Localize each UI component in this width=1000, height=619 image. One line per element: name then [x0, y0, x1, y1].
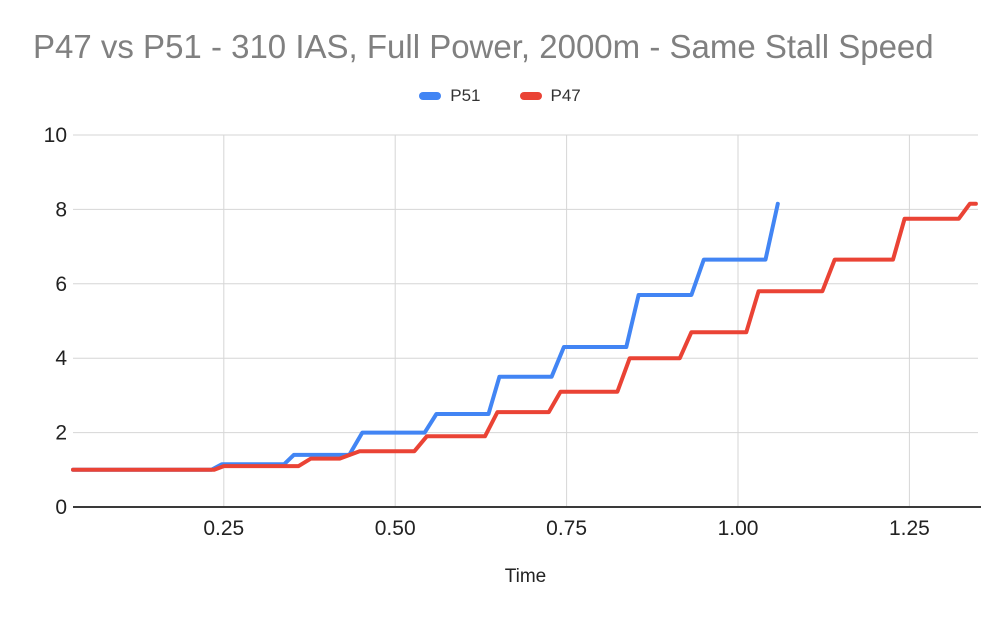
x-tick-label: 0.75 [546, 517, 587, 540]
series-line-p47[interactable] [71, 201, 978, 472]
y-tick-label: 8 [55, 198, 67, 221]
legend-item-p47[interactable]: P47 [519, 86, 581, 105]
y-tick-label: 4 [55, 347, 67, 370]
legend-item-p51[interactable]: P51 [419, 86, 481, 105]
y-tick-label: 6 [55, 273, 67, 296]
x-axis-title: Time [504, 566, 547, 587]
x-tick-label: 1.25 [889, 517, 930, 540]
legend-label-p47: P47 [550, 86, 581, 105]
p51-series-swatch-icon [419, 91, 442, 100]
legend-label-p51: P51 [450, 86, 481, 105]
y-tick-label: 10 [44, 124, 67, 147]
x-tick-label: 0.50 [375, 517, 416, 540]
chart-title: P47 vs P51 - 310 IAS, Full Power, 2000m … [33, 28, 934, 65]
x-tick-label: 0.25 [203, 517, 244, 540]
p47-series-swatch-icon [519, 91, 542, 100]
y-tick-label: 2 [55, 422, 67, 445]
series-line-p51[interactable] [71, 201, 780, 472]
x-tick-label: 1.00 [718, 517, 759, 540]
y-tick-label: 0 [55, 496, 67, 519]
legend: P51 P47 [0, 87, 1000, 104]
